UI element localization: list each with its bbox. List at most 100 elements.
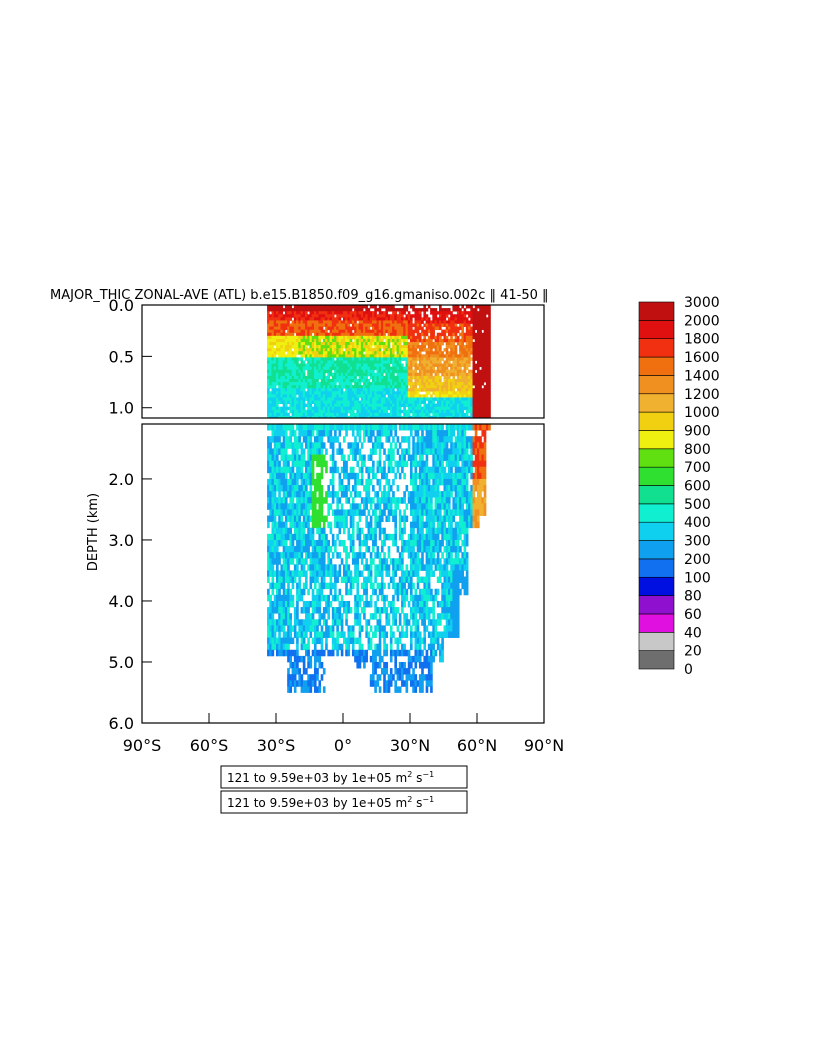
heatmap-cell [305, 345, 308, 349]
heatmap-cell [271, 311, 275, 315]
heatmap-cell [374, 348, 377, 352]
heatmap-cell [461, 311, 464, 315]
heatmap-cell [331, 619, 335, 626]
heatmap-cell [363, 613, 366, 620]
heatmap-cell [276, 436, 279, 443]
heatmap-cell [463, 412, 467, 417]
heatmap-cell [481, 403, 485, 408]
heatmap-cell [407, 351, 411, 355]
heatmap-cell [322, 403, 326, 408]
heatmap-cell [329, 341, 333, 346]
heatmap-cell [351, 400, 355, 405]
heatmap-cell [278, 369, 281, 374]
heatmap-cell [318, 442, 322, 449]
heatmap-cell [327, 424, 330, 431]
heatmap-cell [293, 570, 297, 577]
heatmap-cell [363, 311, 366, 315]
heatmap-cell [276, 360, 279, 364]
heatmap-cell [443, 366, 447, 371]
heatmap-cell [284, 415, 288, 419]
heatmap-cell [271, 314, 275, 318]
heatmap-cell [287, 600, 290, 608]
heatmap-cell [354, 332, 357, 337]
heatmap-cell [376, 391, 380, 395]
heatmap-cell [343, 345, 346, 349]
heatmap-cell [372, 674, 375, 681]
heatmap-cell [313, 552, 317, 559]
heatmap-cell [425, 357, 429, 361]
heatmap-cell [327, 400, 330, 405]
heatmap-cell [427, 375, 431, 380]
heatmap-cell [302, 354, 306, 358]
heatmap-cell [307, 430, 310, 437]
heatmap-cell [331, 326, 335, 331]
heatmap-cell [313, 686, 317, 693]
heatmap-cell [470, 326, 473, 331]
heatmap-cell [338, 366, 342, 371]
heatmap-cell [396, 415, 400, 419]
heatmap-cell [414, 385, 418, 389]
heatmap-cell [305, 308, 308, 312]
heatmap-cell [336, 335, 339, 340]
heatmap-cell [427, 382, 431, 386]
heatmap-cell [374, 308, 377, 312]
heatmap-cell [298, 338, 301, 343]
heatmap-cell [432, 403, 435, 408]
heatmap-cell [392, 403, 395, 408]
heatmap-cell [329, 424, 333, 431]
heatmap-cell [280, 363, 284, 368]
heatmap-cell [273, 409, 277, 414]
heatmap-cell [343, 363, 346, 368]
heatmap-cell [378, 338, 382, 343]
heatmap-cell [358, 515, 362, 523]
heatmap-cell [327, 415, 330, 419]
heatmap-cell [284, 317, 288, 321]
heatmap-cell [280, 378, 284, 383]
heatmap-cell [322, 415, 326, 419]
heatmap-cell [298, 415, 301, 419]
heatmap-cell [289, 576, 293, 584]
heatmap-cell [410, 375, 413, 380]
heatmap-cell [278, 503, 281, 510]
heatmap-cell [305, 539, 308, 547]
heatmap-cell [421, 375, 424, 380]
heatmap-cell [351, 424, 355, 431]
heatmap-cell [298, 391, 301, 395]
heatmap-cell [293, 363, 297, 368]
heatmap-cell [311, 375, 315, 380]
heatmap-cell [282, 442, 286, 449]
heatmap-cell [360, 317, 364, 321]
heatmap-cell [340, 357, 344, 361]
heatmap-cell [358, 308, 362, 312]
heatmap-cell [481, 382, 485, 386]
heatmap-cell [396, 375, 400, 380]
heatmap-cell [273, 503, 277, 510]
heatmap-cell [267, 515, 270, 523]
heatmap-cell [313, 314, 317, 318]
heatmap-cell [387, 314, 391, 318]
heatmap-cell [363, 357, 366, 361]
heatmap-cell [331, 351, 335, 355]
heatmap-cell [298, 311, 301, 315]
heatmap-cell [300, 564, 304, 571]
heatmap-cell [434, 412, 438, 417]
heatmap-cell [313, 354, 317, 358]
heatmap-cell [331, 564, 335, 571]
heatmap-cell [329, 576, 333, 584]
heatmap-cell [452, 332, 456, 337]
heatmap-cell [273, 335, 277, 340]
heatmap-cell [325, 497, 328, 504]
heatmap-cell [289, 588, 293, 596]
heatmap-cell [351, 332, 355, 337]
heatmap-cell [445, 388, 449, 392]
heatmap-cell [276, 391, 279, 395]
heatmap-cell [340, 351, 344, 355]
heatmap-cell [356, 442, 360, 449]
heatmap-cell [302, 448, 306, 455]
heatmap-cell [291, 594, 295, 602]
heatmap-cell [360, 424, 364, 431]
heatmap-cell [267, 305, 270, 309]
heatmap-cell [369, 412, 373, 417]
heatmap-cell [439, 415, 442, 419]
heatmap-cell [313, 485, 317, 492]
